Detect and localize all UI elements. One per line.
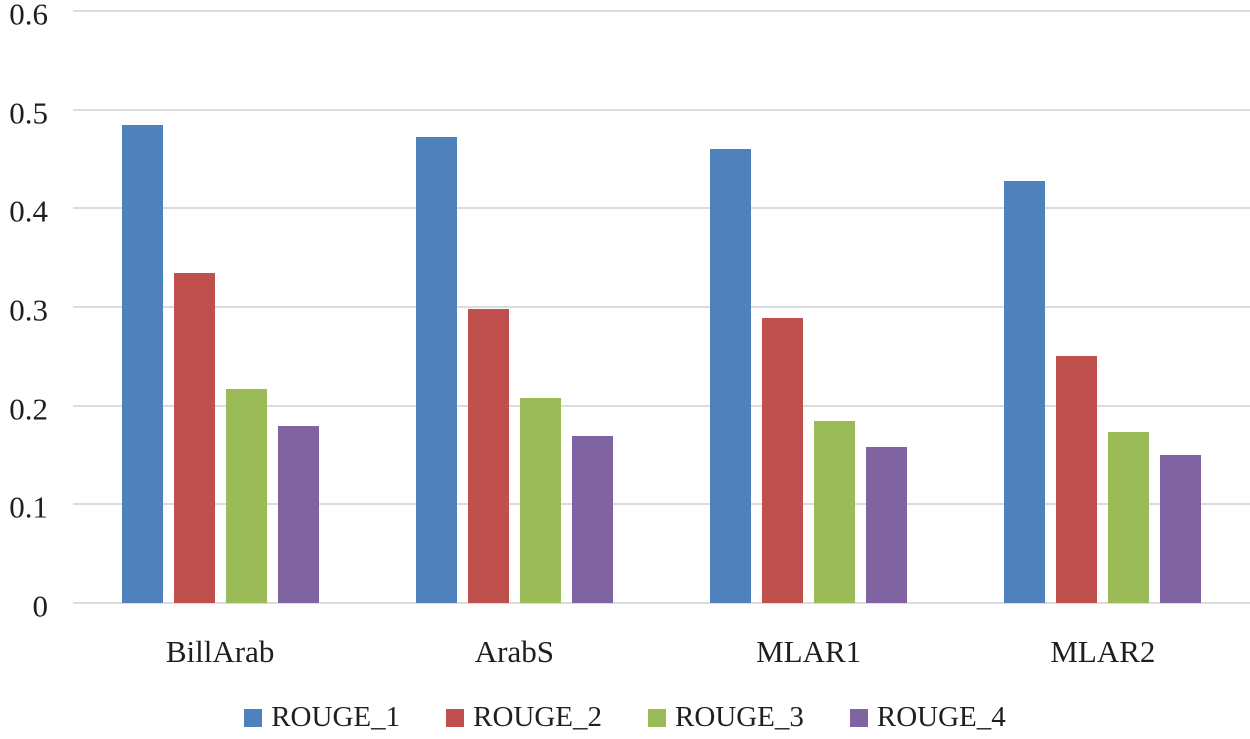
bar-ROUGE_3-BillArab (225, 388, 267, 603)
legend-label: ROUGE_3 (675, 701, 804, 733)
bar-ROUGE_2-MLAR1 (762, 317, 804, 603)
gridline (73, 503, 1250, 506)
x-category-label: ArabS (474, 634, 554, 669)
legend-label: ROUGE_1 (271, 701, 401, 733)
y-tick-label: 0 (32, 588, 49, 624)
bar-ROUGE_4-MLAR2 (1160, 455, 1202, 603)
y-tick-label: 0.4 (9, 193, 48, 229)
legend-item-ROUGE_3: ROUGE_3 (648, 701, 804, 734)
bar-ROUGE_1-BillArab (121, 125, 163, 603)
bar-ROUGE_3-MLAR2 (1108, 432, 1150, 603)
gridline (73, 10, 1250, 12)
legend-swatch-ROUGE_4 (849, 708, 868, 727)
legend-swatch-ROUGE_1 (244, 708, 263, 727)
gridline (73, 306, 1250, 308)
y-tick-label: 0.3 (9, 292, 48, 328)
y-tick-label: 0.1 (9, 489, 48, 525)
legend-swatch-ROUGE_2 (446, 708, 465, 727)
chart-legend: ROUGE_1 ROUGE_2 ROUGE_3 ROUGE_4 (0, 701, 1250, 734)
legend-swatch-ROUGE_3 (648, 708, 666, 727)
bar-ROUGE_2-MLAR2 (1056, 356, 1098, 603)
bar-group-MLAR1 (662, 149, 956, 603)
bar-ROUGE_3-ArabS (519, 397, 561, 603)
plot-area (73, 10, 1250, 604)
legend-label: ROUGE_2 (473, 701, 602, 733)
legend-item-ROUGE_2: ROUGE_2 (446, 701, 602, 734)
gridline (73, 207, 1250, 210)
bar-ROUGE_4-BillArab (277, 426, 319, 603)
y-tick-label: 0.2 (9, 391, 48, 427)
bar-group-ArabS (367, 137, 661, 603)
bar-group-BillArab (73, 125, 367, 603)
bar-group-MLAR2 (956, 180, 1250, 603)
bar-ROUGE_3-MLAR1 (814, 421, 856, 603)
y-tick-label: 0.6 (9, 0, 48, 32)
gridline (73, 108, 1250, 111)
bar-ROUGE_1-MLAR2 (1004, 180, 1046, 603)
bar-ROUGE_4-ArabS (571, 436, 613, 603)
x-category-label: MLAR2 (1050, 634, 1156, 669)
legend-label: ROUGE_4 (876, 701, 1006, 733)
legend-item-ROUGE_4: ROUGE_4 (849, 701, 1006, 734)
x-category-label: BillArab (165, 634, 275, 669)
bar-ROUGE_1-MLAR1 (710, 149, 752, 603)
legend-item-ROUGE_1: ROUGE_1 (244, 701, 401, 734)
bar-ROUGE_4-MLAR1 (866, 447, 908, 603)
x-category-label: MLAR1 (756, 634, 862, 669)
y-tick-label: 0.5 (9, 95, 48, 131)
bar-ROUGE_2-ArabS (467, 308, 509, 603)
gridline (73, 602, 1250, 604)
bar-ROUGE_1-ArabS (415, 137, 457, 603)
bar-ROUGE_2-BillArab (173, 273, 215, 603)
gridline (73, 404, 1250, 407)
